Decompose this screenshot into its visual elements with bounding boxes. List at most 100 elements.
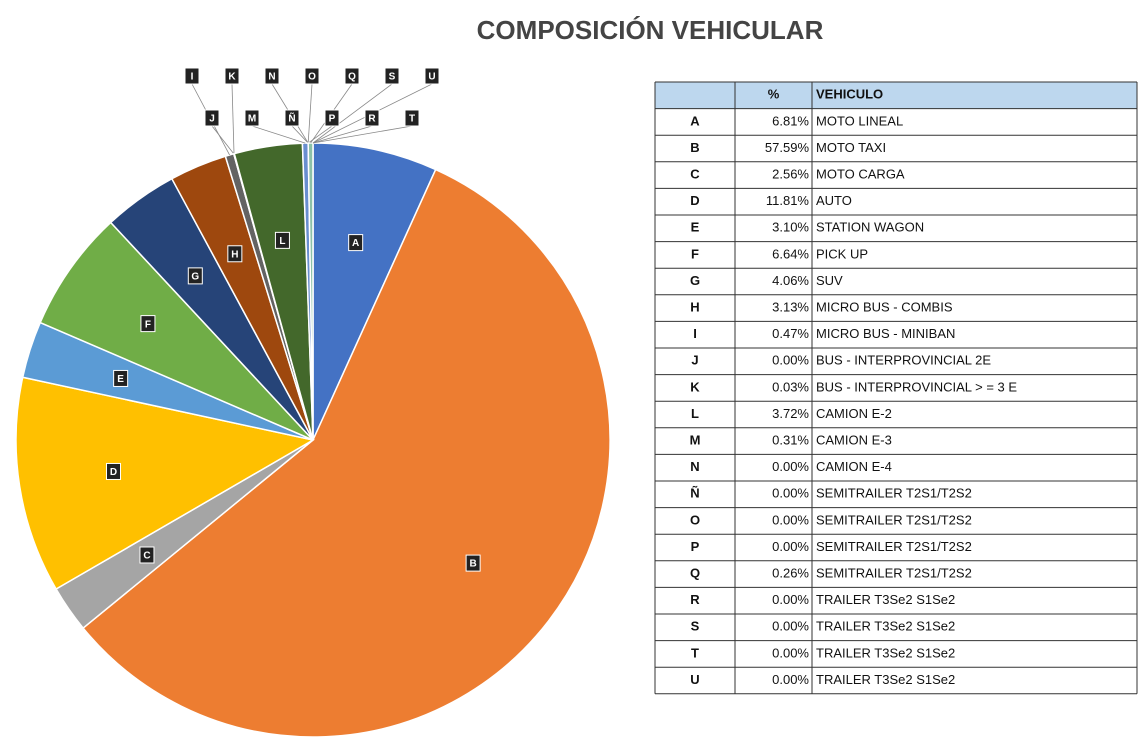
table-vehicle: SEMITRAILER T2S1/T2S2 [816,512,972,527]
table-percent: 57.59% [765,140,810,155]
data-label: T [409,114,415,125]
table-letter: Q [690,566,700,581]
label-box [184,67,200,85]
table-letter: A [690,113,700,128]
table-percent: 0.26% [772,566,809,581]
table-letter: J [691,353,698,368]
table-percent: 4.06% [772,273,809,288]
table-percent: 6.64% [772,246,809,261]
table-letter: P [691,539,700,554]
leader-line [307,83,313,144]
table-vehicle: MOTO TAXI [816,140,886,155]
pie-slice [39,221,314,441]
table-letter: M [690,433,701,448]
table-letter: B [690,140,699,155]
table-vehicle: MICRO BUS - MINIBAN [816,326,955,341]
table-letter: C [690,167,700,182]
table-vehicle: TRAILER T3Se2 S1Se2 [816,619,955,634]
data-label: R [368,114,376,125]
label-box [264,67,280,85]
label-box [139,546,155,564]
table-vehicle: AUTO [816,193,852,208]
data-label: D [110,467,117,478]
table-vehicle: PICK UP [816,246,868,261]
table-percent: 0.00% [772,619,809,634]
table-percent: 0.00% [772,539,809,554]
table-letter: S [691,619,700,634]
label-box [348,234,364,252]
table-vehicle: SEMITRAILER T2S1/T2S2 [816,486,972,501]
table-percent: 3.13% [772,300,809,315]
table-percent: 0.00% [772,672,809,687]
leader-line [231,83,235,154]
label-box [140,315,156,333]
label-box [204,109,220,127]
table-vehicle: CAMION E-2 [816,406,892,421]
table-percent: 0.00% [772,353,809,368]
table-letter: Ñ [690,486,699,501]
table-letter: D [690,193,699,208]
leader-line [312,125,373,144]
table-percent: 0.00% [772,645,809,660]
leader-line [291,125,309,144]
chart-title: COMPOSICIÓN VEHICULAR [477,15,824,45]
data-label: C [143,551,150,562]
label-box [364,109,380,127]
pie-slice [312,142,437,441]
table-percent: 0.00% [772,459,809,474]
data-label: H [231,249,238,260]
data-label: A [352,238,359,249]
label-box [244,109,260,127]
label-box [187,267,203,285]
label-box [424,67,440,85]
data-label: P [329,114,336,125]
table-letter: L [691,406,699,421]
leader-line [312,125,413,144]
table-vehicle: SUV [816,273,843,288]
table-percent: 2.56% [772,167,809,182]
data-label: J [209,114,215,125]
leader-line [312,83,393,144]
data-label: N [268,72,275,83]
table-header: % [768,87,780,102]
data-label: U [428,72,435,83]
label-box [404,109,420,127]
data-label: Q [348,72,356,83]
table-percent: 6.81% [772,113,809,128]
table-percent: 0.00% [772,592,809,607]
table-percent: 3.72% [772,406,809,421]
table-vehicle: MICRO BUS - COMBIS [816,300,953,315]
table-letter: F [691,246,699,261]
table-percent: 3.10% [772,220,809,235]
data-label: E [117,374,124,385]
pie-slice [15,376,316,591]
table-vehicle: TRAILER T3Se2 S1Se2 [816,592,955,607]
table-letter: I [693,326,697,341]
table-vehicle: CAMION E-4 [816,459,892,474]
table-percent: 0.31% [772,433,809,448]
table-letter: H [690,300,699,315]
table-vehicle: MOTO LINEAL [816,113,903,128]
leader-line [251,125,306,144]
label-box [344,67,360,85]
table-percent: 0.47% [772,326,809,341]
label-box [324,109,340,127]
data-label: F [145,319,151,330]
table-vehicle: TRAILER T3Se2 S1Se2 [816,645,955,660]
table-letter: K [690,379,700,394]
table-vehicle: BUS - INTERPROVINCIAL > = 3 E [816,379,1017,394]
label-box [113,369,129,387]
data-label: Ñ [288,112,295,125]
table-vehicle: SEMITRAILER T2S1/T2S2 [816,539,972,554]
table-vehicle: MOTO CARGA [816,167,905,182]
table-letter: O [690,512,700,527]
table-header: VEHICULO [816,87,883,102]
data-label: B [469,559,476,570]
label-box [284,109,300,127]
label-box [384,67,400,85]
data-label: L [279,236,285,247]
label-box [465,554,481,572]
table-vehicle: STATION WAGON [816,220,924,235]
table-letter: E [691,220,700,235]
table-vehicle: TRAILER T3Se2 S1Se2 [816,672,955,687]
